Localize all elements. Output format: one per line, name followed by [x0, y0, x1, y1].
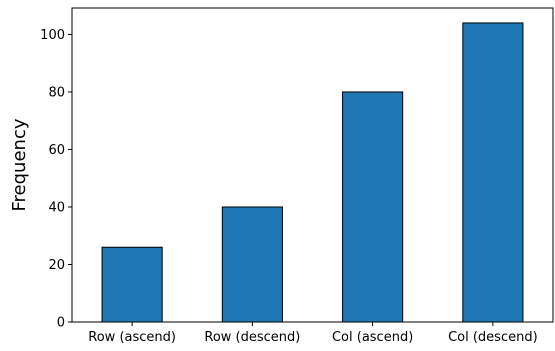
bar-3 [462, 22, 524, 323]
axes-frame [71, 7, 554, 323]
bar-1 [221, 206, 283, 323]
x-tick-label-0: Row (ascend) [88, 330, 176, 345]
x-tick-label-3: Col (descend) [448, 330, 538, 345]
x-tick-label-2: Col (ascend) [332, 330, 413, 345]
y-tick-label-5: 100 [40, 28, 65, 43]
y-tick-label-2: 40 [48, 200, 65, 215]
y-axis-label: Frequency [9, 118, 30, 211]
y-axis-ticks: 0 20 40 60 80 100 [40, 28, 72, 331]
y-tick-label-1: 20 [48, 258, 65, 273]
bars-layer [101, 22, 524, 323]
y-tick-label-0: 0 [57, 316, 65, 331]
bar-0 [101, 246, 163, 323]
x-axis-ticks: Row (ascend) Row (descend) Col (ascend) Col… [88, 322, 538, 345]
y-tick-label-3: 60 [48, 143, 65, 158]
y-tick-label-4: 80 [48, 85, 65, 100]
x-tick-label-1: Row (descend) [204, 330, 300, 345]
bar-2 [342, 91, 404, 323]
